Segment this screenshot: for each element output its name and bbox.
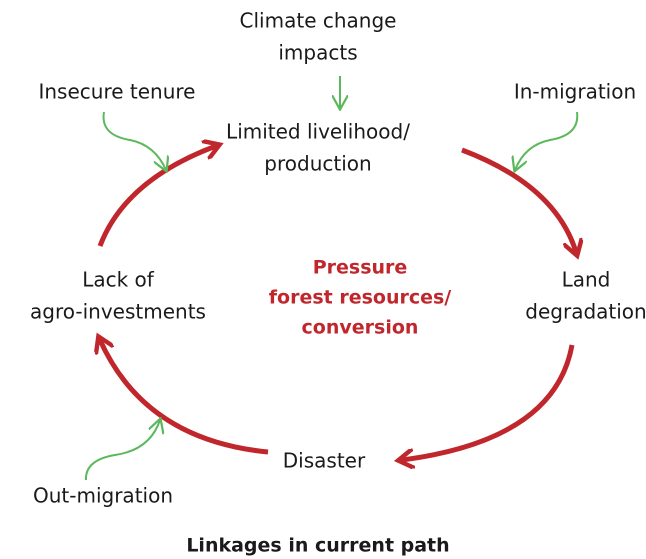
factor-label: impacts	[278, 41, 357, 65]
labels: Limited livelihood/production Land degrada…	[30, 9, 646, 557]
node-label: agro-investments	[30, 300, 206, 324]
node-label: Disaster	[283, 449, 366, 473]
arrow	[461, 147, 576, 252]
arrow	[100, 340, 269, 455]
arrow	[515, 111, 579, 170]
arrow	[102, 111, 166, 170]
factor-arrows	[84, 76, 579, 481]
node-label: Land	[562, 268, 611, 292]
center-label: forest resources/	[269, 287, 452, 309]
node-label: Lack of	[82, 268, 155, 292]
factor-label: Insecure tenure	[38, 80, 195, 104]
center-label: conversion	[302, 317, 419, 339]
factor-label: In-migration	[514, 80, 636, 104]
arrow	[97, 146, 216, 247]
factor-label: Climate change	[240, 9, 397, 33]
caption: Linkages in current path	[186, 535, 449, 557]
node-label: production	[264, 152, 371, 176]
node-label: Limited livelihood/	[226, 120, 410, 144]
factor-label: Out-migration	[33, 484, 173, 508]
arrow	[84, 420, 160, 481]
center-label: Pressure	[313, 257, 408, 279]
node-label: degradation	[525, 300, 646, 324]
arrow	[402, 344, 575, 460]
